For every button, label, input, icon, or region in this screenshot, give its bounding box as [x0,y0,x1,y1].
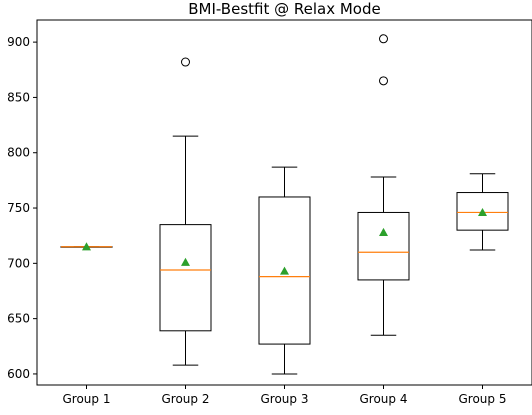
x-tick-label: Group 2 [162,392,210,406]
mean-marker [82,242,91,251]
y-tick-label: 900 [7,35,30,49]
box-iqr [357,211,410,281]
chart-title: BMI-Bestfit @ Relax Mode [188,0,380,18]
y-tick-label: 700 [7,256,30,270]
outlier-point [379,76,388,86]
x-tick-label: Group 3 [261,392,309,406]
x-tick-label: Group 4 [360,392,408,406]
x-axis: Group 1 Group 2 Group 3 Group 4 Group 5 [63,385,507,406]
y-tick-label: 650 [7,312,30,326]
box-iqr [456,192,509,231]
y-tick-label: 600 [7,367,30,381]
mean-marker [478,207,487,217]
outlier-point [181,57,190,67]
plot-frame [36,19,532,386]
box-iqr [159,224,212,332]
y-tick-label: 850 [7,90,30,104]
y-tick-label: 800 [7,146,30,160]
mean-marker [280,266,289,275]
box-iqr [258,196,311,345]
mean-marker [181,257,190,266]
y-tick-label: 750 [7,201,30,215]
plot-marks [60,34,509,375]
x-tick-label: Group 1 [63,392,111,406]
y-axis: 600 650 700 750 800 850 900 [7,35,37,381]
outlier-point [379,34,388,44]
mean-marker [379,227,388,236]
x-tick-label: Group 5 [459,392,507,406]
